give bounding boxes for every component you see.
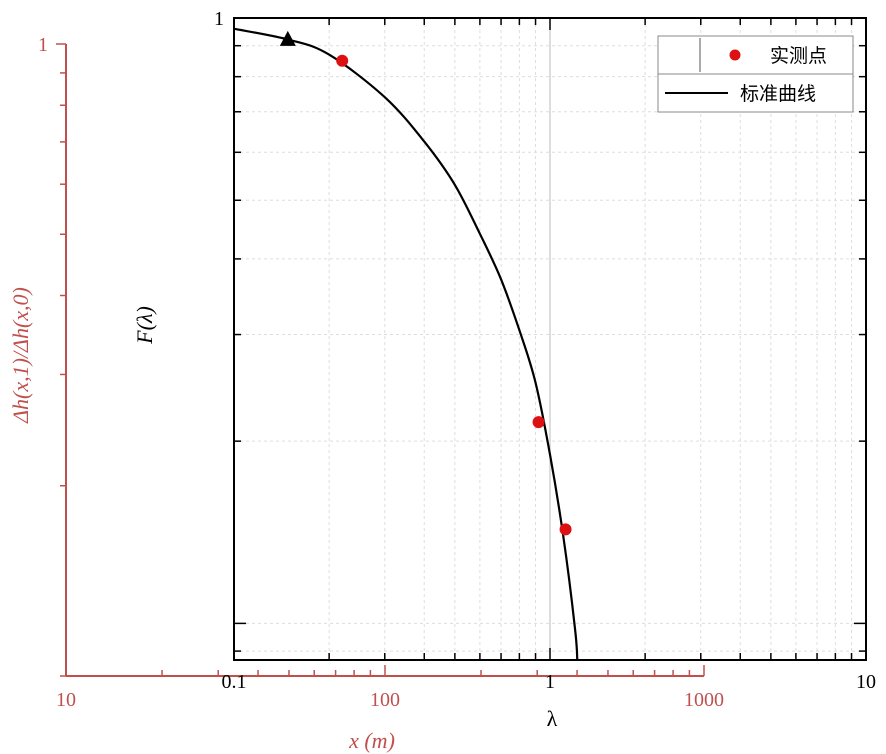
inner-x-axis-label: λ: [547, 706, 558, 731]
measured-point: [559, 523, 572, 536]
legend-label-standard-curve: 标准曲线: [740, 83, 816, 105]
legend-marker-measured: [729, 49, 741, 61]
inner-y-axis-label: F(λ): [132, 306, 157, 345]
legend-label-measured: 实测点: [770, 45, 827, 67]
outer-y-tick-label: 1: [38, 34, 48, 56]
outer-x-tick-label: 1000: [684, 689, 724, 711]
inner-x-tick-label: 10: [856, 671, 876, 693]
gridlines: [234, 18, 866, 660]
measured-point: [336, 54, 349, 67]
inner-y-tick-label: 1: [214, 8, 224, 30]
outer-axes: 10 100 1000 1: [38, 34, 724, 711]
inner-x-tick-label: 1: [545, 671, 555, 693]
inner-x-tick-label: 0.1: [222, 671, 247, 693]
measured-point: [532, 416, 545, 429]
measured-points-layer: [336, 54, 572, 536]
outer-y-axis-label: Δh(x,1)/Δh(x,0): [8, 287, 33, 424]
triangle-marker: [279, 30, 296, 46]
outer-x-tick-label: 100: [370, 689, 400, 711]
outer-x-axis-label: x (m): [348, 728, 395, 753]
inner-ticks: 0.1 1 10 1: [214, 8, 876, 693]
outer-x-tick-label: 10: [56, 689, 76, 711]
legend: 实测点 标准曲线: [657, 35, 854, 113]
